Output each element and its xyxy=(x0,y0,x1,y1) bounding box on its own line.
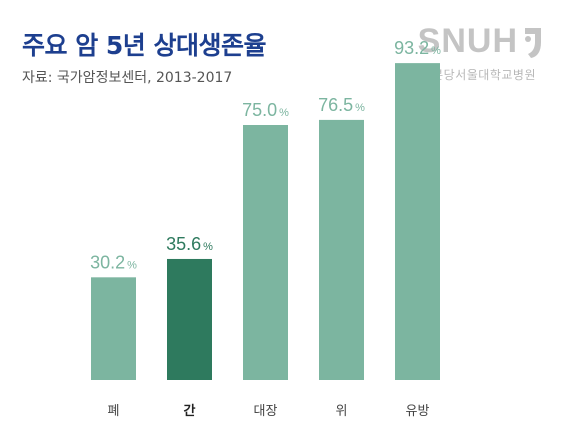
hospital-logo: SNUH 분당서울대학교병원 xyxy=(394,22,544,92)
category-label-위: 위 xyxy=(336,404,348,419)
source-note: 자료: 국가암정보센터, 2013-2017 xyxy=(22,70,233,86)
value-label-대장: 75.0% xyxy=(242,100,289,120)
logo-text: SNUH xyxy=(417,22,518,60)
bar-대장 xyxy=(243,125,288,380)
category-label-대장: 대장 xyxy=(254,404,278,419)
category-label-간: 간 xyxy=(184,403,196,419)
logo-subtitle: 분당서울대학교병원 xyxy=(432,68,536,82)
value-label-위: 76.5% xyxy=(318,95,365,115)
bar-간 xyxy=(167,258,212,380)
bar-위 xyxy=(319,119,364,381)
page-title: 주요 암 5년 상대생존율 xyxy=(22,31,267,60)
value-label-유방: 93.2% xyxy=(394,38,441,58)
bar-폐 xyxy=(91,277,136,380)
category-label-유방: 유방 xyxy=(406,404,430,419)
bar-유방 xyxy=(395,63,440,381)
value-label-간: 35.6% xyxy=(166,234,213,254)
value-label-폐: 30.2% xyxy=(90,252,137,272)
snuh-emblem-icon xyxy=(525,28,541,58)
category-label-폐: 폐 xyxy=(108,404,120,419)
